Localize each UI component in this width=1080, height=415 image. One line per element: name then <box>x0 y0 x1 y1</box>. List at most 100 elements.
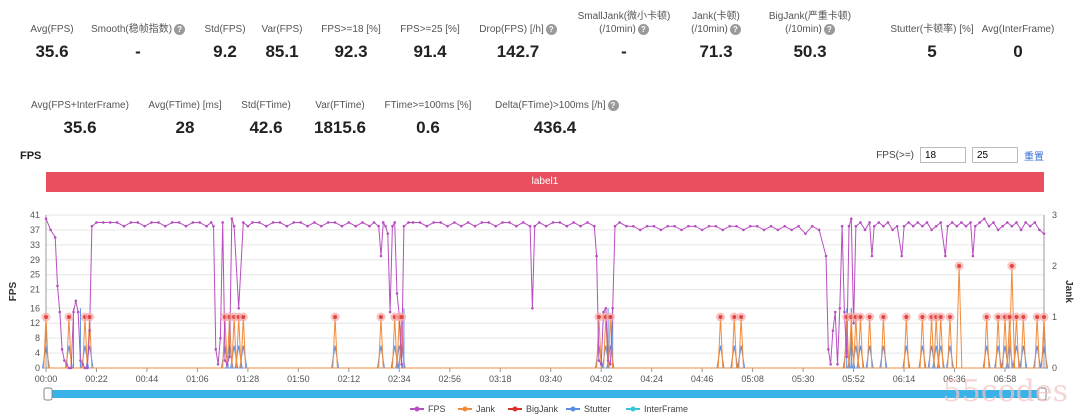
legend-item-stutter[interactable]: Stutter <box>584 404 611 414</box>
metric-metrics_row1-8: Jank(卡顿) (/10min)? 71.3 <box>656 10 776 62</box>
watermark: 55codes <box>942 374 1068 409</box>
x-tick-label: 03:40 <box>539 374 562 384</box>
fps-point <box>996 228 1000 232</box>
fps-point <box>143 224 146 228</box>
fps-point <box>205 224 208 228</box>
fps-point <box>934 224 938 228</box>
fps-point <box>102 221 105 224</box>
x-tick-label: 04:02 <box>590 374 613 384</box>
fps-point <box>618 221 621 224</box>
jank-marker <box>938 315 943 319</box>
fps-point <box>609 362 612 366</box>
metric-label: Drop(FPS) [/h]? <box>458 23 578 36</box>
legend-item-bigjank[interactable]: BigJank <box>526 404 559 414</box>
fps-point <box>964 224 968 228</box>
fps-point <box>136 221 140 224</box>
label-bar[interactable]: label1 <box>46 172 1044 192</box>
fps-point <box>925 221 929 224</box>
legend-item-interframe[interactable]: InterFrame <box>644 404 688 414</box>
fps-point <box>921 224 924 228</box>
metric-value: 50.3 <box>793 42 827 61</box>
fps-point <box>177 221 181 224</box>
fps-point <box>313 221 316 224</box>
fps-point <box>63 359 66 362</box>
fps-threshold-input-2[interactable] <box>972 147 1018 163</box>
fps-point <box>762 228 766 232</box>
fps-point <box>1005 221 1009 224</box>
fps-point <box>632 224 635 228</box>
metric-label: Avg(InterFrame) <box>981 24 1055 35</box>
metric-value: 35.6 <box>35 42 69 61</box>
legend-item-jank[interactable]: Jank <box>476 404 496 414</box>
fps-point <box>44 217 48 221</box>
fps-point <box>219 336 222 340</box>
fps-point <box>983 217 986 221</box>
fps-point <box>501 221 504 224</box>
legend-marker <box>570 406 576 412</box>
fps-point <box>597 359 601 362</box>
metric-metrics_row1-3: Var(FPS) 85.1 <box>222 10 342 62</box>
legend-item-fps[interactable]: FPS <box>428 404 446 414</box>
metric-metrics_row2-5: Delta(FTime)>100ms [/h]? 436.4 <box>495 86 619 138</box>
metric-value: 0 <box>1013 42 1023 61</box>
metric-label: Avg(FTime) [ms] <box>148 100 222 111</box>
fps-point <box>700 228 704 232</box>
fps-point <box>537 221 541 224</box>
fps-point <box>625 224 628 228</box>
x-tick-label: 05:30 <box>792 374 815 384</box>
fps-point <box>361 221 364 224</box>
y-tick-label: 29 <box>30 255 40 265</box>
fps-point <box>306 224 309 228</box>
zoom-slider-left-handle[interactable] <box>43 387 53 401</box>
metric-label: Smooth(稳帧指数)? <box>78 23 198 36</box>
metric-metrics_row1-7: SmallJank(微小卡顿) (/10min)? - <box>564 10 684 62</box>
metric-value: 92.3 <box>334 42 368 61</box>
help-icon[interactable]: ? <box>823 23 835 35</box>
help-icon[interactable]: ? <box>729 23 741 35</box>
x-tick-label: 01:50 <box>287 374 310 384</box>
x-tick-label: 00:22 <box>85 374 108 384</box>
fps-point <box>978 221 982 224</box>
fps-point <box>902 224 906 228</box>
y-tick-label: 0 <box>35 363 40 373</box>
fps-point <box>533 224 536 228</box>
y-tick-label: 33 <box>30 240 40 250</box>
jank-marker <box>1007 315 1012 319</box>
fps-threshold-input-1[interactable] <box>920 147 966 163</box>
fps-point <box>863 228 867 232</box>
metric-value: 1815.6 <box>314 118 366 137</box>
fps-point <box>783 224 787 228</box>
fps-point <box>425 224 429 228</box>
y-tick-label: 21 <box>30 285 40 295</box>
zoom-slider-right-handle[interactable] <box>1037 387 1047 401</box>
fps-point <box>969 221 972 224</box>
fps-point <box>645 224 649 228</box>
help-icon[interactable]: ? <box>545 23 557 35</box>
fps-point <box>391 224 394 228</box>
fps-point <box>237 306 241 310</box>
jank-marker <box>1009 264 1014 268</box>
jank-marker <box>1042 315 1046 319</box>
fps-point <box>115 221 119 224</box>
fps-point <box>882 224 885 228</box>
help-icon[interactable]: ? <box>607 99 619 111</box>
jank-marker <box>947 315 952 319</box>
fps-point <box>838 306 842 310</box>
fps-point <box>198 221 202 224</box>
jank-marker <box>596 315 601 319</box>
help-icon[interactable]: ? <box>637 23 649 35</box>
fps-point <box>987 224 991 228</box>
fps-point <box>604 306 608 310</box>
fps-point <box>446 224 449 228</box>
metric-label: Avg(FPS) <box>30 24 74 35</box>
fps-point <box>852 321 855 325</box>
fps-point <box>439 221 442 224</box>
fps-point <box>565 224 569 228</box>
jank-marker <box>1021 315 1026 319</box>
x-tick-label: 05:52 <box>842 374 865 384</box>
help-icon[interactable]: ? <box>174 23 186 35</box>
reset-button[interactable]: 重置 <box>1024 151 1044 163</box>
fps-section-title: FPS <box>20 150 42 162</box>
metric-value: 91.4 <box>413 42 447 61</box>
